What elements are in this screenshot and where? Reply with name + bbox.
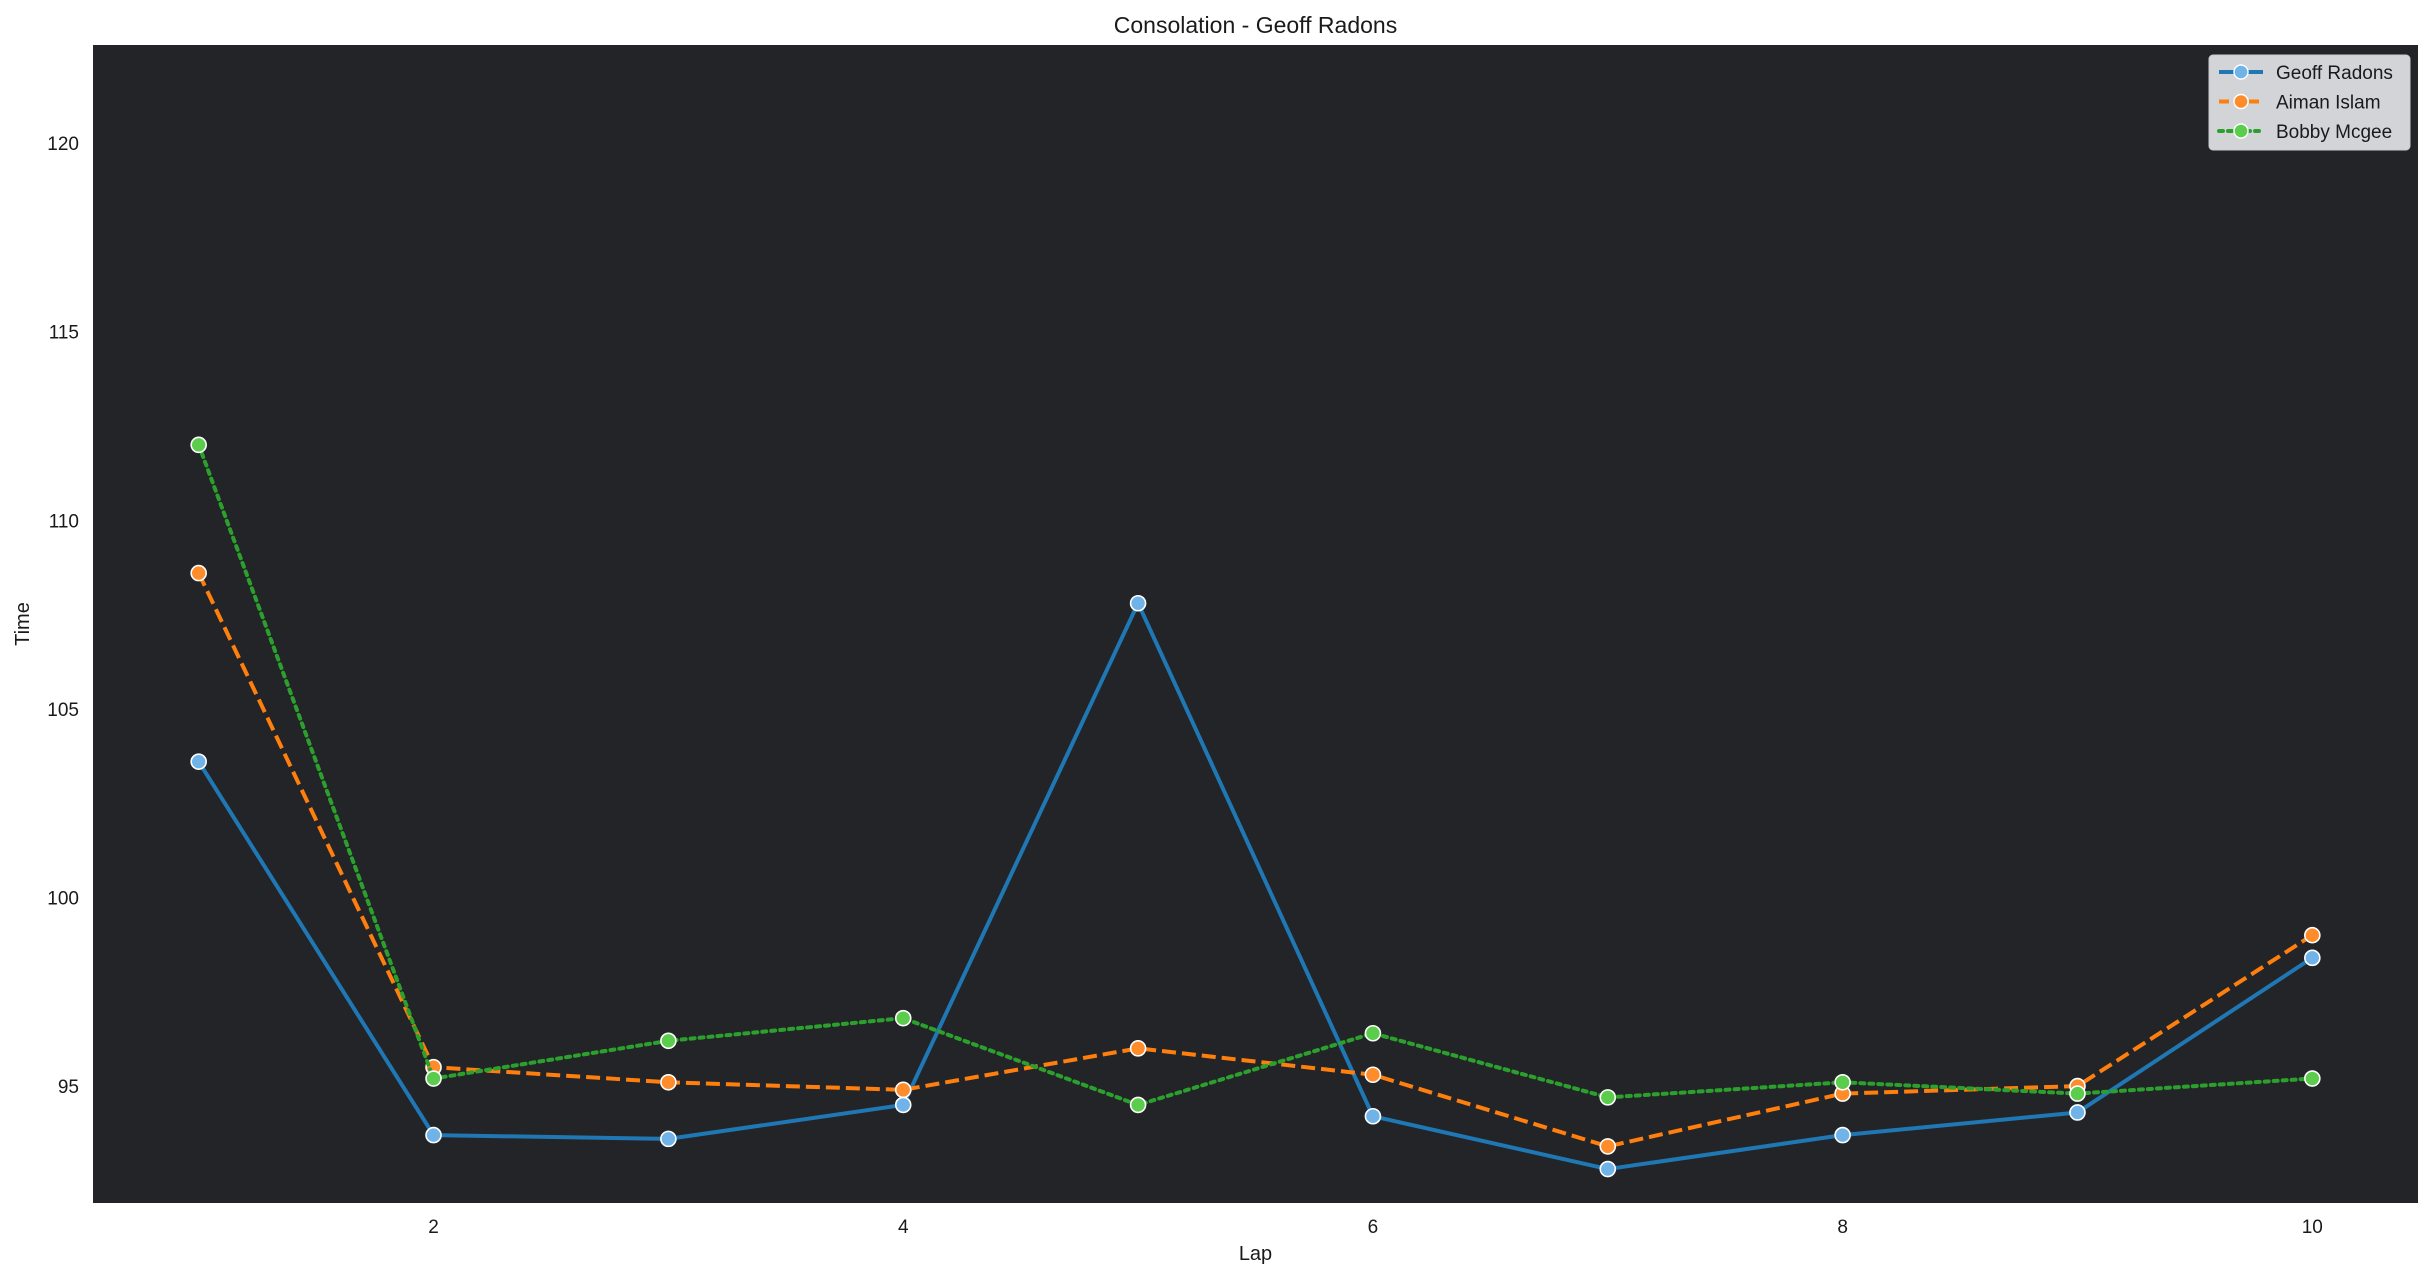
data-point (1129, 1040, 1147, 1057)
plot-area (93, 45, 2418, 1203)
series-line (196, 572, 2314, 1149)
data-point (2304, 926, 2321, 944)
data-point (894, 1081, 912, 1099)
y-tick-label: 105 (47, 700, 79, 721)
data-point (1364, 1107, 1382, 1125)
x-tick-label: 4 (898, 1217, 909, 1238)
data-point (2304, 1070, 2321, 1087)
y-tick-label: 100 (47, 888, 79, 909)
series-line (196, 601, 2314, 1172)
data-point (1129, 594, 1147, 612)
data-point (894, 1096, 912, 1114)
data-point (2304, 949, 2321, 967)
series-line (196, 442, 2315, 1107)
data-point (2069, 1085, 2086, 1102)
y-axis: 95 100 105 110 115 120 (47, 134, 79, 1098)
data-point (1834, 1126, 1851, 1144)
legend-item: Geoff Radons (2219, 63, 2393, 84)
y-tick-label: 120 (47, 134, 79, 155)
x-tick-label: 6 (1368, 1217, 1379, 1238)
data-point (190, 753, 207, 770)
data-point (1364, 1066, 1382, 1084)
series-geoff-radons (190, 594, 2321, 1178)
data-point (1599, 1089, 1617, 1106)
y-tick-label: 110 (49, 511, 79, 532)
data-point (425, 1126, 442, 1144)
legend-marker (2233, 93, 2249, 110)
x-axis-label: Lap (1239, 1243, 1272, 1265)
data-point (1364, 1024, 1382, 1042)
chart-title: Consolation - Geoff Radons (1114, 12, 1397, 38)
legend-label: Aiman Islam (2276, 93, 2381, 114)
data-point (894, 1009, 912, 1027)
legend-label: Bobby Mcgee (2276, 122, 2392, 143)
y-axis-label: Time (12, 602, 34, 646)
legend-box (2208, 54, 2411, 151)
data-point (660, 1032, 677, 1050)
legend-item: Bobby Mcgee (2217, 122, 2392, 143)
series-layer (190, 436, 2321, 1178)
data-point (1129, 1096, 1147, 1114)
data-point (660, 1130, 677, 1148)
series-bobby-mcgee (190, 436, 2321, 1114)
y-tick-label: 115 (49, 323, 79, 344)
data-point (660, 1073, 677, 1091)
y-tick-label: 95 (58, 1077, 79, 1098)
x-axis: 2 4 6 8 10 (428, 1217, 2323, 1238)
x-tick-label: 2 (428, 1217, 439, 1238)
data-point (1834, 1073, 1851, 1091)
legend-item: Aiman Islam (2219, 93, 2381, 114)
data-point (190, 436, 207, 454)
x-tick-label: 10 (2302, 1217, 2323, 1238)
data-point (1599, 1138, 1617, 1155)
x-tick-label: 8 (1837, 1217, 1848, 1238)
legend-marker (2233, 64, 2249, 80)
data-point (2069, 1104, 2086, 1121)
data-point (425, 1070, 442, 1087)
data-point (1599, 1160, 1617, 1178)
legend-label: Geoff Radons (2276, 63, 2393, 84)
legend-marker (2233, 123, 2249, 139)
legend: Geoff Radons Aiman Islam Bobby Mcgee (2208, 54, 2411, 151)
data-point (190, 564, 207, 582)
